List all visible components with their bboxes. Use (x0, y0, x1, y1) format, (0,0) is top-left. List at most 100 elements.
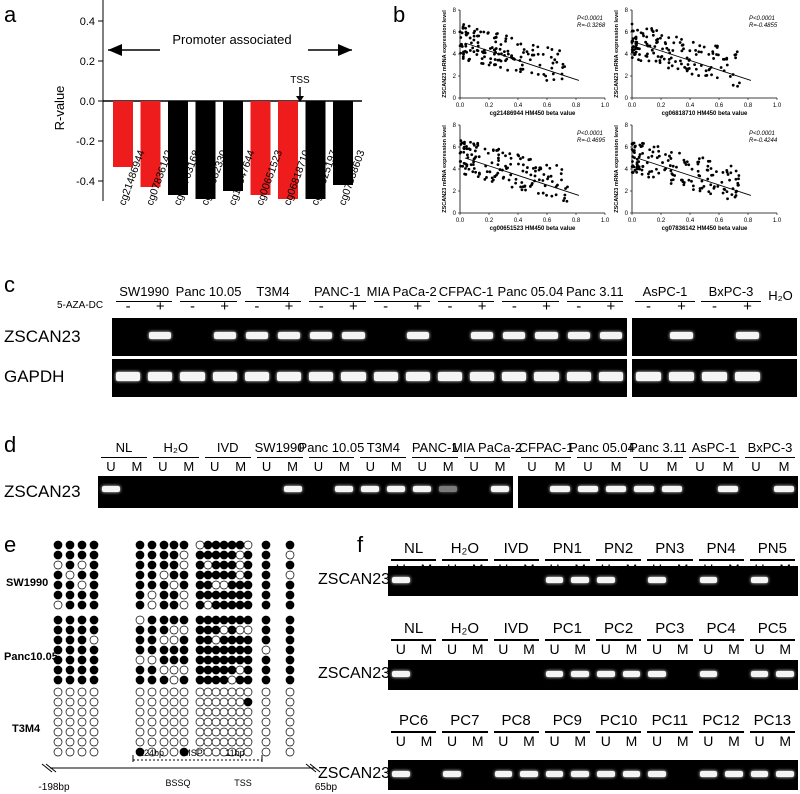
lane-label: PC8 (501, 712, 531, 729)
msp-label: MSP (183, 748, 203, 758)
bar-cg13525197 (305, 101, 326, 199)
m-label: M (625, 641, 638, 657)
minus-label: - (576, 298, 582, 315)
gel-band (212, 372, 237, 381)
gel-band (413, 486, 432, 492)
gel-band (148, 372, 173, 381)
u-label: U (447, 641, 458, 657)
plus-label: + (542, 298, 551, 315)
cell-line-underline (180, 301, 237, 302)
tss-label-e: TSS (234, 778, 252, 788)
m-label: M (390, 459, 402, 474)
minus-label: - (383, 298, 389, 315)
lane-label: PC4 (706, 620, 736, 637)
scatter-plot-1: 0 2 4 6 8 0.0 0.2 0.4 0.6 0.8 1.0 ZSCAN23 mRNA expr… (442, 8, 610, 117)
m-label: M (442, 459, 454, 474)
x-tick: 0.6 (715, 218, 724, 224)
y-tick: 4 (625, 167, 629, 173)
p-value: P<0.0001 (749, 16, 775, 22)
gel-band (699, 671, 718, 677)
p-value: P<0.0001 (749, 131, 775, 137)
u-label: U (395, 733, 406, 749)
cell-line-label: MIA PaCa-2 (366, 284, 437, 299)
y-tick: 4 (453, 52, 457, 58)
lane-label: PC6 (399, 712, 429, 729)
y-tick: 8 (625, 123, 629, 129)
gel-band (578, 486, 598, 492)
minus-label: - (254, 298, 260, 315)
gel-band (670, 332, 693, 339)
lane-label: H₂O (163, 440, 189, 455)
sample-panc1005: Panc10.05 (4, 651, 58, 663)
lane-label: NL (115, 440, 133, 455)
lane-underline (544, 639, 590, 641)
gel-band (277, 332, 301, 339)
lane-underline (633, 457, 683, 458)
u-label: U (754, 733, 765, 749)
y-tick-label: -0.2 (76, 136, 95, 148)
plus-label: + (477, 298, 487, 315)
gel-band (669, 372, 694, 381)
gel-band (245, 332, 268, 339)
m-label: M (523, 641, 535, 657)
y-tick: 6 (625, 30, 629, 36)
aza-treatment-label: 5-AZA-DC (57, 300, 104, 311)
lane-underline (391, 559, 437, 561)
lane-underline (749, 639, 795, 641)
r-value: R=-0.4855 (749, 23, 778, 29)
lane-underline (493, 559, 539, 561)
msp-end-label: 11bp (225, 748, 244, 758)
r-value: R=-0.4695 (577, 138, 606, 144)
gel-band (725, 771, 743, 777)
u-label: U (417, 459, 427, 474)
x-tick: 0.8 (572, 218, 581, 224)
lane-label: PN3 (655, 540, 685, 557)
x-tick: 0.0 (628, 103, 637, 109)
r-value: R=-0.4244 (749, 138, 778, 144)
gel-band (437, 372, 463, 381)
bar-cg07836142 (140, 101, 161, 187)
gel-band (776, 671, 794, 677)
gel-band (443, 771, 461, 777)
x-tick: 1.0 (601, 103, 610, 109)
bar-cg09682330 (195, 101, 216, 199)
m-label: M (494, 459, 506, 474)
gel-band (491, 486, 509, 492)
lane-underline (749, 559, 795, 561)
cell-line-label: AsPC-1 (642, 284, 688, 299)
x-tick: 0.8 (744, 218, 753, 224)
y-tick-label: 0.2 (80, 56, 95, 68)
u-label: U (106, 459, 116, 474)
gel-band (392, 577, 410, 583)
lane-underline (464, 457, 510, 458)
cell-line-underline (309, 301, 366, 302)
cell-line-underline (502, 301, 559, 302)
lane-label: PN2 (604, 540, 634, 557)
minus-label: - (646, 298, 651, 315)
gel-zscan23-right (632, 318, 797, 356)
u-label: U (498, 641, 509, 657)
lane-label: PC3 (655, 620, 685, 637)
gel-f-row-1 (388, 566, 798, 596)
pos-start-label: -198bp (38, 782, 70, 793)
panel-b-scatter-plots: 0 2 4 6 8 0.0 0.2 0.4 0.6 0.8 1.0 ZSCAN23 mRNA expr… (442, 8, 782, 232)
lane-underline (493, 731, 539, 733)
u-label: U (703, 733, 714, 749)
y-tick-label: 0.0 (80, 96, 95, 108)
m-label: M (523, 733, 535, 749)
gel-band (309, 372, 334, 381)
x-tick: 0.0 (456, 103, 465, 109)
gel-row-zscan23-f: ZSCAN23 (318, 571, 391, 588)
u-label: U (639, 459, 649, 474)
lane-underline (442, 639, 488, 641)
bar-cg07838603 (333, 101, 353, 185)
lane-underline (256, 457, 303, 458)
m-label: M (676, 733, 689, 749)
y-tick: 8 (453, 8, 457, 14)
m-label: M (574, 641, 587, 657)
plus-label: + (284, 298, 294, 315)
gel-band (634, 486, 654, 492)
panel-e-letter: e (4, 532, 17, 557)
x-tick: 1.0 (601, 218, 610, 224)
scatter-ylabel: ZSCAN23 mRNA expression level (614, 125, 620, 213)
